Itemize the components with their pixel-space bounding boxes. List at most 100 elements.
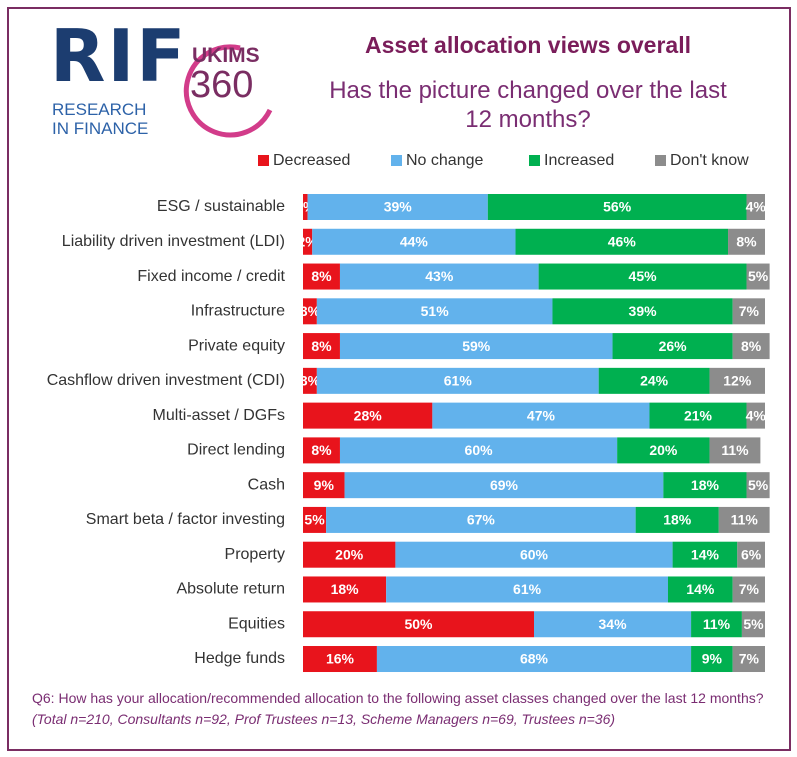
value-label: 7% [739, 303, 760, 319]
bar-segment [737, 541, 765, 568]
bar-segment [432, 402, 650, 429]
bar-segment [746, 194, 765, 220]
category-label: Private equity [188, 337, 285, 354]
value-label: 9% [314, 477, 335, 493]
bar-segment [746, 402, 765, 429]
value-label: 5% [304, 512, 325, 528]
bar-segment [663, 472, 747, 499]
legend-swatch [529, 155, 540, 166]
value-label: 11% [731, 512, 759, 528]
bar-segment [395, 541, 673, 568]
frame [7, 7, 791, 751]
value-label: 8% [311, 268, 332, 284]
bar-segment [303, 194, 308, 220]
bar-segment [732, 298, 765, 325]
bar-segment [303, 402, 433, 429]
value-label: 61% [444, 373, 473, 389]
value-label: 14% [691, 546, 720, 562]
bar-segment [303, 506, 327, 533]
value-label: 60% [520, 546, 549, 562]
bar-segment [534, 611, 692, 638]
bar-segment [746, 263, 770, 290]
bar-segment [732, 576, 765, 603]
bar-segment [741, 611, 765, 638]
bar-segment [339, 437, 618, 464]
value-label: 16% [326, 651, 355, 667]
bar-segment [303, 472, 345, 499]
bar-segment [635, 506, 719, 533]
value-label: 56% [603, 199, 632, 215]
bar-segment [303, 367, 317, 394]
value-label: 28% [354, 407, 383, 423]
category-label: Smart beta / factor investing [86, 511, 285, 528]
bar-segment [312, 228, 516, 255]
chart-title: Asset allocation views overall [365, 32, 691, 58]
value-label: 39% [629, 303, 658, 319]
category-label: ESG / sustainable [157, 198, 285, 215]
bar-segment [709, 367, 765, 394]
value-label: 68% [520, 651, 549, 667]
value-label: 39% [384, 199, 413, 215]
legend-label: Increased [544, 152, 614, 169]
value-label: 7% [739, 581, 760, 597]
value-label: 20% [649, 442, 678, 458]
value-label: 24% [640, 373, 669, 389]
logo-tagline: RESEARCH IN FINANCE [52, 100, 148, 138]
bar-segment [303, 541, 396, 568]
bar-segment [691, 611, 742, 638]
logo-arc [183, 44, 273, 138]
legend-swatch [655, 155, 666, 166]
bar-segment [339, 333, 613, 360]
value-label: 3% [300, 373, 321, 389]
value-label: 4% [746, 199, 767, 215]
bar-segment [612, 333, 733, 360]
value-label: 8% [311, 338, 332, 354]
value-label: 4% [746, 407, 767, 423]
bar-segment [376, 646, 692, 673]
bar-segment [709, 437, 761, 464]
value-label: 18% [691, 477, 720, 493]
bar-segment [303, 263, 340, 290]
bar-segment [344, 472, 664, 499]
value-label: 9% [702, 651, 723, 667]
bar-segment [649, 402, 747, 429]
value-label: 8% [311, 442, 332, 458]
bar-segment [691, 646, 733, 673]
value-label: 46% [608, 233, 637, 249]
value-label: 34% [599, 616, 628, 632]
value-label: 18% [331, 581, 360, 597]
value-label: 47% [527, 407, 556, 423]
category-label: Multi-asset / DGFs [153, 407, 285, 424]
bar-segment [515, 228, 729, 255]
value-label: 8% [741, 338, 762, 354]
bar-segment [538, 263, 747, 290]
logo-ukims: UKIMS [192, 44, 260, 67]
value-label: 69% [490, 477, 519, 493]
category-label: Absolute return [176, 581, 285, 598]
value-label: 67% [467, 512, 496, 528]
value-label: 26% [659, 338, 688, 354]
category-label: Cash [248, 476, 285, 493]
category-label: Liability driven investment (LDI) [62, 233, 285, 250]
value-label: 5% [748, 268, 769, 284]
value-label: 11% [703, 616, 731, 632]
logo-rif: RIF [50, 14, 188, 98]
bar-segment [598, 367, 710, 394]
value-label: 5% [748, 477, 769, 493]
bar-segment [307, 194, 488, 220]
value-label: 3% [300, 303, 321, 319]
value-label: 45% [629, 268, 658, 284]
value-label: 11% [721, 442, 749, 458]
footnote: Q6: How has your allocation/recommended … [32, 690, 764, 706]
category-label: Hedge funds [194, 650, 285, 667]
tagline-line: RESEARCH [52, 100, 147, 119]
value-label: 44% [400, 233, 429, 249]
bar-segment [672, 541, 738, 568]
bar-segment [718, 506, 770, 533]
bar-segment [667, 576, 733, 603]
value-label: 20% [335, 546, 364, 562]
bar-segment [303, 646, 377, 673]
category-label: Cashflow driven investment (CDI) [47, 372, 285, 389]
legend-label: Decreased [273, 152, 350, 169]
